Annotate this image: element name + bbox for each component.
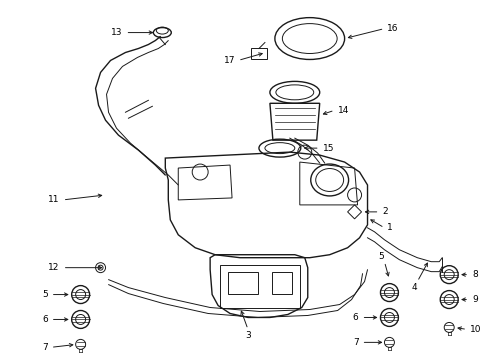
Text: 4: 4: [412, 283, 417, 292]
Text: 13: 13: [111, 28, 122, 37]
Text: 8: 8: [472, 270, 478, 279]
Text: 11: 11: [48, 195, 60, 204]
Text: 17: 17: [223, 56, 235, 65]
Text: 9: 9: [472, 295, 478, 304]
Text: 2: 2: [383, 207, 388, 216]
Text: 5: 5: [42, 290, 48, 299]
Text: 16: 16: [388, 24, 399, 33]
Text: 12: 12: [49, 263, 60, 272]
Text: 1: 1: [388, 223, 393, 232]
Text: 15: 15: [323, 144, 334, 153]
Text: 7: 7: [353, 338, 359, 347]
Text: 5: 5: [379, 252, 384, 261]
Text: 3: 3: [245, 331, 251, 340]
Text: 7: 7: [42, 343, 48, 352]
Text: 10: 10: [470, 325, 482, 334]
Text: 14: 14: [338, 106, 349, 115]
Text: 6: 6: [42, 315, 48, 324]
Text: 6: 6: [353, 313, 359, 322]
